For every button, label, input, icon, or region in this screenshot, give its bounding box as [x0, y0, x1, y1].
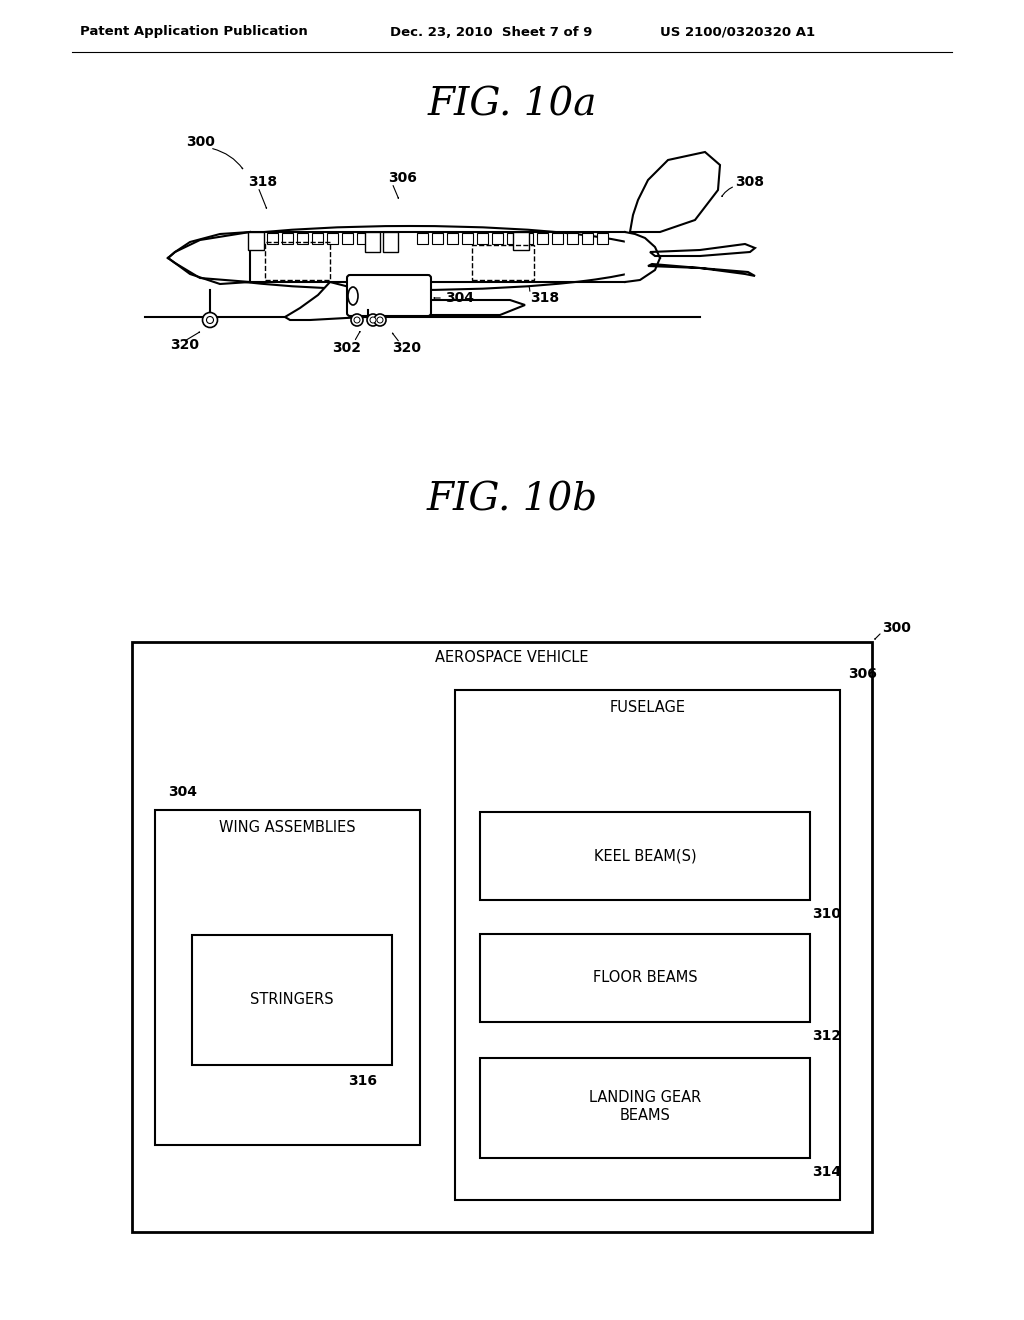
Bar [492, 234, 503, 244]
Bar [248, 232, 264, 249]
Circle shape [207, 317, 213, 323]
Text: STRINGERS: STRINGERS [250, 993, 334, 1007]
Text: WING ASSEMBLIES: WING ASSEMBLIES [219, 821, 355, 836]
Circle shape [370, 317, 376, 323]
Bar [597, 234, 608, 244]
Circle shape [367, 314, 379, 326]
FancyArrowPatch shape [392, 333, 398, 341]
Circle shape [354, 317, 360, 323]
Text: LANDING GEAR: LANDING GEAR [589, 1090, 701, 1106]
Bar [480, 1059, 810, 1158]
Bar [477, 234, 488, 244]
Text: 306: 306 [388, 172, 417, 185]
Text: BEAMS: BEAMS [620, 1109, 671, 1123]
FancyBboxPatch shape [347, 275, 431, 315]
Text: 318: 318 [530, 290, 559, 305]
Bar [462, 234, 473, 244]
Bar [537, 234, 548, 244]
Text: 310: 310 [812, 907, 841, 921]
Bar [513, 232, 529, 249]
FancyArrowPatch shape [343, 1068, 348, 1073]
Text: 312: 312 [812, 1030, 841, 1043]
FancyArrowPatch shape [874, 634, 880, 639]
Circle shape [351, 314, 362, 326]
Bar [0, 220, 200, 290]
Ellipse shape [160, 226, 660, 290]
Text: KEEL BEAM(S): KEEL BEAM(S) [594, 849, 696, 863]
Text: Patent Application Publication: Patent Application Publication [80, 25, 308, 38]
Bar [582, 234, 593, 244]
Bar [365, 232, 380, 252]
Bar [417, 234, 428, 244]
FancyArrowPatch shape [355, 331, 360, 339]
Bar [312, 234, 323, 244]
Text: 300: 300 [882, 620, 911, 635]
Bar [265, 242, 330, 280]
Bar [297, 234, 308, 244]
Bar [193, 935, 392, 1065]
Bar [357, 234, 368, 244]
Bar [383, 232, 398, 252]
Bar [342, 234, 353, 244]
FancyArrowPatch shape [844, 680, 849, 686]
FancyArrowPatch shape [810, 1026, 812, 1028]
Circle shape [377, 317, 383, 323]
Bar [447, 234, 458, 244]
Bar [155, 810, 420, 1144]
Text: 320: 320 [392, 341, 421, 355]
Text: FLOOR BEAMS: FLOOR BEAMS [593, 970, 697, 986]
Ellipse shape [348, 286, 358, 305]
Text: 306: 306 [848, 667, 877, 681]
FancyArrowPatch shape [722, 187, 732, 197]
Bar [625, 220, 725, 290]
Text: US 2100/0320320 A1: US 2100/0320320 A1 [660, 25, 815, 38]
Polygon shape [630, 152, 720, 232]
Text: 314: 314 [812, 1166, 841, 1179]
Text: AEROSPACE VEHICLE: AEROSPACE VEHICLE [435, 651, 589, 665]
Bar [567, 234, 578, 244]
Bar [455, 690, 840, 1200]
Bar [267, 234, 278, 244]
Bar [282, 234, 293, 244]
FancyArrowPatch shape [259, 190, 266, 209]
Text: 302: 302 [332, 341, 361, 355]
Text: FIG. 10a: FIG. 10a [427, 87, 597, 124]
FancyArrowPatch shape [810, 903, 812, 906]
Text: 304: 304 [445, 290, 474, 305]
FancyArrowPatch shape [810, 1162, 812, 1164]
Bar [252, 234, 263, 244]
Bar [432, 234, 443, 244]
FancyArrowPatch shape [393, 186, 398, 198]
Text: 308: 308 [735, 176, 764, 189]
Polygon shape [168, 232, 250, 284]
Bar [132, 642, 872, 1232]
Bar [507, 234, 518, 244]
Bar [480, 812, 810, 900]
FancyArrowPatch shape [522, 273, 529, 292]
Text: FIG. 10b: FIG. 10b [426, 482, 598, 519]
FancyArrowPatch shape [167, 799, 171, 807]
Circle shape [203, 313, 217, 327]
Text: 300: 300 [186, 135, 215, 149]
Bar [327, 234, 338, 244]
Text: FUSELAGE: FUSELAGE [609, 701, 685, 715]
Text: 304: 304 [168, 785, 197, 799]
Polygon shape [285, 282, 525, 319]
Bar [480, 935, 810, 1022]
Bar [472, 246, 534, 280]
FancyArrowPatch shape [213, 149, 243, 169]
Polygon shape [650, 244, 755, 256]
Text: 320: 320 [170, 338, 199, 352]
Circle shape [374, 314, 386, 326]
Bar [552, 234, 563, 244]
FancyArrowPatch shape [185, 333, 200, 341]
Text: 318: 318 [248, 176, 278, 189]
Bar [522, 234, 534, 244]
Polygon shape [648, 264, 755, 276]
Text: Dec. 23, 2010  Sheet 7 of 9: Dec. 23, 2010 Sheet 7 of 9 [390, 25, 592, 38]
Text: 316: 316 [348, 1074, 377, 1088]
